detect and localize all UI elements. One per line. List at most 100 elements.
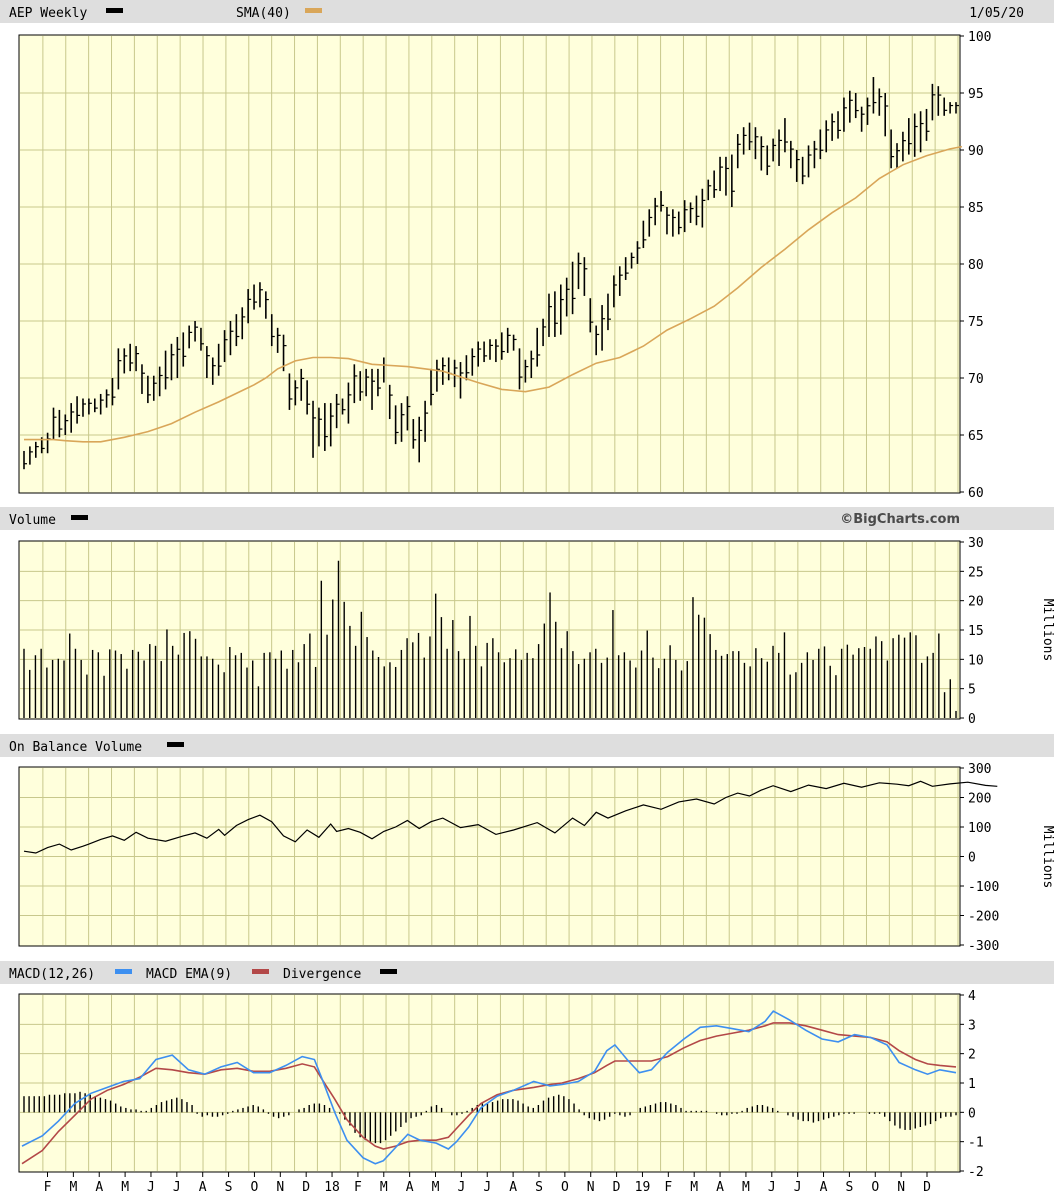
y-tick-label: 5 — [968, 683, 976, 698]
x-tick-label: D — [613, 1180, 621, 1195]
y-tick-label: 65 — [968, 429, 984, 444]
y-tick-label: -200 — [968, 910, 999, 925]
sma-legend-swatch — [305, 8, 322, 13]
y-tick-label: 20 — [968, 595, 984, 610]
x-tick-label: M — [69, 1180, 77, 1195]
y-tick-label: -100 — [968, 880, 999, 895]
macd-line — [21, 1010, 957, 1165]
y-tick-label: 0 — [968, 1106, 976, 1121]
y-tick-label: 90 — [968, 144, 984, 159]
x-tick-label: J — [457, 1180, 465, 1195]
y-tick-label: 100 — [968, 821, 991, 836]
x-tick-label: J — [794, 1180, 802, 1195]
x-tick-label: S — [535, 1180, 543, 1195]
obv-line — [23, 780, 998, 854]
price-panel-header — [0, 0, 1054, 23]
macd-series — [21, 1010, 957, 1165]
bigcharts-watermark: ©BigCharts.com — [840, 512, 960, 527]
y-tick-label: 300 — [968, 762, 991, 777]
y-tick-label: 0 — [968, 851, 976, 866]
x-tick-label: F — [44, 1180, 52, 1195]
obv-legend-swatch — [167, 742, 184, 747]
macd-grid — [20, 995, 959, 1171]
y-tick-label: 85 — [968, 201, 984, 216]
x-tick-label: N — [897, 1180, 905, 1195]
x-tick-label: A — [820, 1180, 828, 1195]
y-tick-label: 95 — [968, 87, 984, 102]
y-tick-label: 60 — [968, 486, 984, 501]
price-legend-swatch — [106, 8, 123, 13]
sma-label: SMA(40) — [236, 6, 291, 21]
x-tick-label: A — [406, 1180, 414, 1195]
y-tick-label: 80 — [968, 258, 984, 273]
volume-title: Volume — [9, 513, 56, 528]
x-tick-label: 18 — [324, 1180, 340, 1195]
obv-grid — [20, 768, 959, 945]
y-tick-label: 200 — [968, 792, 991, 807]
x-tick-label: M — [432, 1180, 440, 1195]
obv-y-label: Millions — [1040, 826, 1054, 889]
x-tick-label: A — [199, 1180, 207, 1195]
x-tick-label: M — [380, 1180, 388, 1195]
price-bars — [23, 77, 959, 470]
volume-grid — [20, 542, 959, 718]
x-tick-label: O — [871, 1180, 879, 1195]
macd-y-axis: -2 -1 0 1 2 3 4 — [960, 989, 984, 1180]
y-tick-label: 1 — [968, 1077, 976, 1092]
x-tick-label: D — [923, 1180, 931, 1195]
divergence-legend-swatch — [380, 969, 397, 974]
x-tick-label: M — [690, 1180, 698, 1195]
macd-legend-label: MACD(12,26) — [9, 967, 95, 982]
x-tick-label: A — [716, 1180, 724, 1195]
macd-legend-swatch — [115, 969, 132, 974]
x-tick-label: O — [561, 1180, 569, 1195]
y-tick-label: -1 — [968, 1136, 984, 1151]
x-tick-label: A — [509, 1180, 517, 1195]
y-tick-label: -2 — [968, 1165, 984, 1180]
divergence-series — [23, 1091, 957, 1144]
y-tick-label: 3 — [968, 1018, 976, 1033]
obv-panel-header — [0, 734, 1054, 757]
divergence-legend-label: Divergence — [283, 967, 361, 982]
y-tick-label: 2 — [968, 1048, 976, 1063]
x-tick-label: J — [768, 1180, 776, 1195]
x-tick-label: S — [845, 1180, 853, 1195]
x-tick-label: J — [173, 1180, 181, 1195]
y-tick-label: 10 — [968, 653, 984, 668]
x-tick-label: N — [276, 1180, 284, 1195]
x-tick-label: J — [483, 1180, 491, 1195]
x-tick-label: F — [354, 1180, 362, 1195]
macd-panel-header — [0, 961, 1054, 984]
y-tick-label: 75 — [968, 315, 984, 330]
sma-series — [24, 145, 963, 443]
obv-title: On Balance Volume — [9, 740, 142, 755]
x-tick-label: F — [664, 1180, 672, 1195]
x-axis-labels: F M A M J J A S O N D 18 F M A M J J A S O N D 19 F M A M J J A S O N D — [44, 1172, 931, 1195]
x-tick-label: O — [251, 1180, 259, 1195]
price-y-axis: 60 65 70 75 80 85 90 95 100 — [960, 30, 991, 501]
obv-series — [23, 780, 998, 854]
price-grid — [20, 36, 959, 492]
price-title: AEP Weekly — [9, 6, 87, 21]
volume-y-axis: 0 5 10 15 20 25 30 — [960, 536, 984, 727]
y-tick-label: 4 — [968, 989, 976, 1004]
x-tick-label: S — [225, 1180, 233, 1195]
chart-date: 1/05/20 — [969, 6, 1024, 21]
volume-panel-header — [0, 507, 1054, 530]
x-tick-label: J — [147, 1180, 155, 1195]
volume-bars — [23, 560, 957, 718]
x-tick-label: M — [121, 1180, 129, 1195]
y-tick-label: 30 — [968, 536, 984, 551]
x-tick-label: M — [742, 1180, 750, 1195]
macd-ema-legend-swatch — [252, 969, 269, 974]
macd-ema-legend-label: MACD EMA(9) — [146, 967, 232, 982]
x-tick-label: A — [95, 1180, 103, 1195]
obv-y-axis: -300 -200 -100 0 100 200 300 — [960, 762, 999, 954]
y-tick-label: 100 — [968, 30, 991, 45]
x-tick-label: 19 — [635, 1180, 651, 1195]
y-tick-label: 25 — [968, 565, 984, 580]
y-tick-label: -300 — [968, 939, 999, 954]
volume-y-label: Millions — [1040, 599, 1054, 662]
y-tick-label: 15 — [968, 624, 984, 639]
